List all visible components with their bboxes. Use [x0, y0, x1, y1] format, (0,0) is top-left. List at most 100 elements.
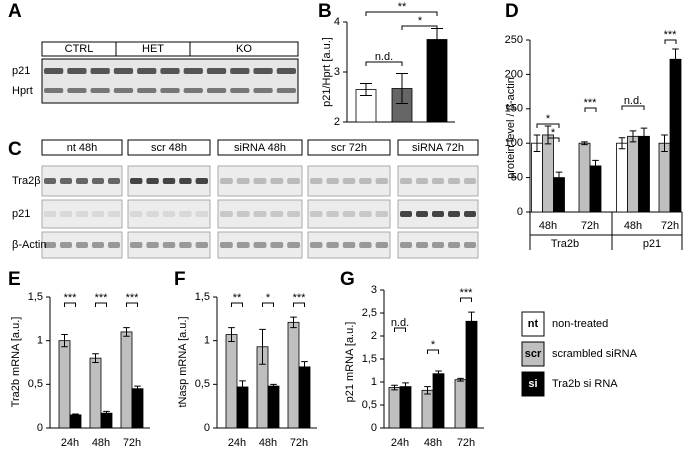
error-bar [123, 327, 130, 337]
blot-band [179, 211, 192, 217]
y-tick-label: 1 [204, 335, 210, 347]
error-bar [103, 410, 110, 416]
blot [41, 58, 299, 104]
significance-bracket [664, 39, 677, 44]
bar [669, 58, 682, 213]
blot-band [432, 242, 444, 248]
significance-label: n.d. [624, 95, 642, 107]
blot-group-label: scr 48h [151, 142, 187, 154]
blot-band [310, 242, 323, 248]
y-tick-label: 2 [334, 116, 340, 128]
bar [638, 135, 650, 213]
panel-label: G [340, 269, 355, 290]
significance-label: n.d. [391, 317, 409, 329]
blot-band [448, 242, 460, 248]
blot-band [195, 178, 208, 184]
blot-band [108, 242, 120, 248]
error-bar [629, 130, 637, 143]
significance-label: n.d. [375, 51, 393, 63]
legend-label: Tra2b si RNA [552, 378, 618, 390]
bar [578, 142, 591, 213]
significance-label: *** [293, 292, 307, 304]
error-bar [555, 171, 563, 184]
blot-group-label: siRNA 48h [234, 142, 286, 154]
blot-band [130, 211, 143, 217]
error-bar [618, 137, 626, 150]
blot-band [359, 211, 372, 217]
y-tick-label: 100 [505, 137, 523, 149]
error-bar [672, 48, 679, 71]
blot-band [44, 211, 56, 217]
x-tick-label: 72h [123, 437, 141, 449]
y-tick-label: 1,5 [28, 291, 43, 303]
error-bar [290, 316, 297, 329]
error-bar [259, 328, 266, 365]
blot-band [326, 178, 339, 184]
blot-band [310, 178, 323, 184]
blot-band [206, 88, 227, 93]
bar [616, 142, 628, 213]
error-bar [61, 334, 68, 348]
blot-band [76, 242, 88, 248]
significance-bracket [293, 302, 305, 307]
bar [388, 387, 401, 429]
x-tick-label: 48h [424, 437, 442, 449]
blot-band [179, 178, 192, 184]
blot-band [67, 88, 87, 93]
blot-header-box [41, 139, 123, 156]
bar [131, 388, 144, 429]
legend-key: si [528, 378, 537, 390]
blot-band [160, 68, 180, 74]
blot-band [310, 211, 323, 217]
blot-row-label: Hprt [12, 85, 33, 97]
blot-band [108, 178, 120, 184]
x-tick-label: 72h [457, 437, 475, 449]
significance-bracket [262, 302, 274, 307]
blot-band [375, 242, 388, 248]
y-axis-label: p21/Hprt [a.u.] [321, 37, 333, 107]
blot-group-label: KO [236, 43, 252, 55]
blot-band [342, 242, 356, 248]
y-tick-label: 0,5 [195, 378, 210, 390]
y-tick-label: 3 [371, 284, 377, 296]
blot-header-box [307, 139, 391, 156]
blot-band [236, 242, 250, 248]
bar [454, 379, 467, 429]
y-tick-label: 1,5 [362, 353, 377, 365]
legend-key: scr [525, 348, 542, 360]
blot-band [60, 178, 72, 184]
y-axis-label: Tra2b mRNA [a.u.] [10, 317, 22, 408]
blot-band [342, 211, 356, 217]
panel-label: F [174, 269, 186, 290]
blot-band [416, 242, 428, 248]
blot-band [375, 178, 388, 184]
group-label: Tra2b [551, 238, 579, 250]
error-bar [92, 353, 99, 363]
bar [267, 385, 280, 429]
blot-band [195, 242, 208, 248]
y-tick-label: 0 [371, 422, 377, 434]
significance-bracket [547, 137, 560, 142]
bar [426, 39, 448, 123]
significance-bracket [401, 25, 438, 30]
y-tick-label: 0,5 [362, 399, 377, 411]
blot-band [76, 178, 88, 184]
blot-band [220, 178, 233, 184]
x-tick-label: 24h [61, 437, 79, 449]
significance-bracket [231, 302, 243, 307]
blot-band [400, 178, 412, 184]
error-bar [301, 361, 308, 373]
x-tick-label: 48h [92, 437, 110, 449]
blot-band [326, 211, 339, 217]
x-tick-label: 48h [259, 437, 277, 449]
blot-band [287, 242, 300, 248]
legend-key: nt [528, 318, 539, 330]
blot-band [92, 242, 104, 248]
blot-row-label: β-Actin [12, 239, 46, 251]
blot-band [44, 178, 56, 184]
y-tick-label: 1 [371, 376, 377, 388]
blot-band [179, 242, 192, 248]
blot-band [375, 211, 388, 217]
bar [421, 389, 434, 429]
blot-band [253, 88, 273, 93]
